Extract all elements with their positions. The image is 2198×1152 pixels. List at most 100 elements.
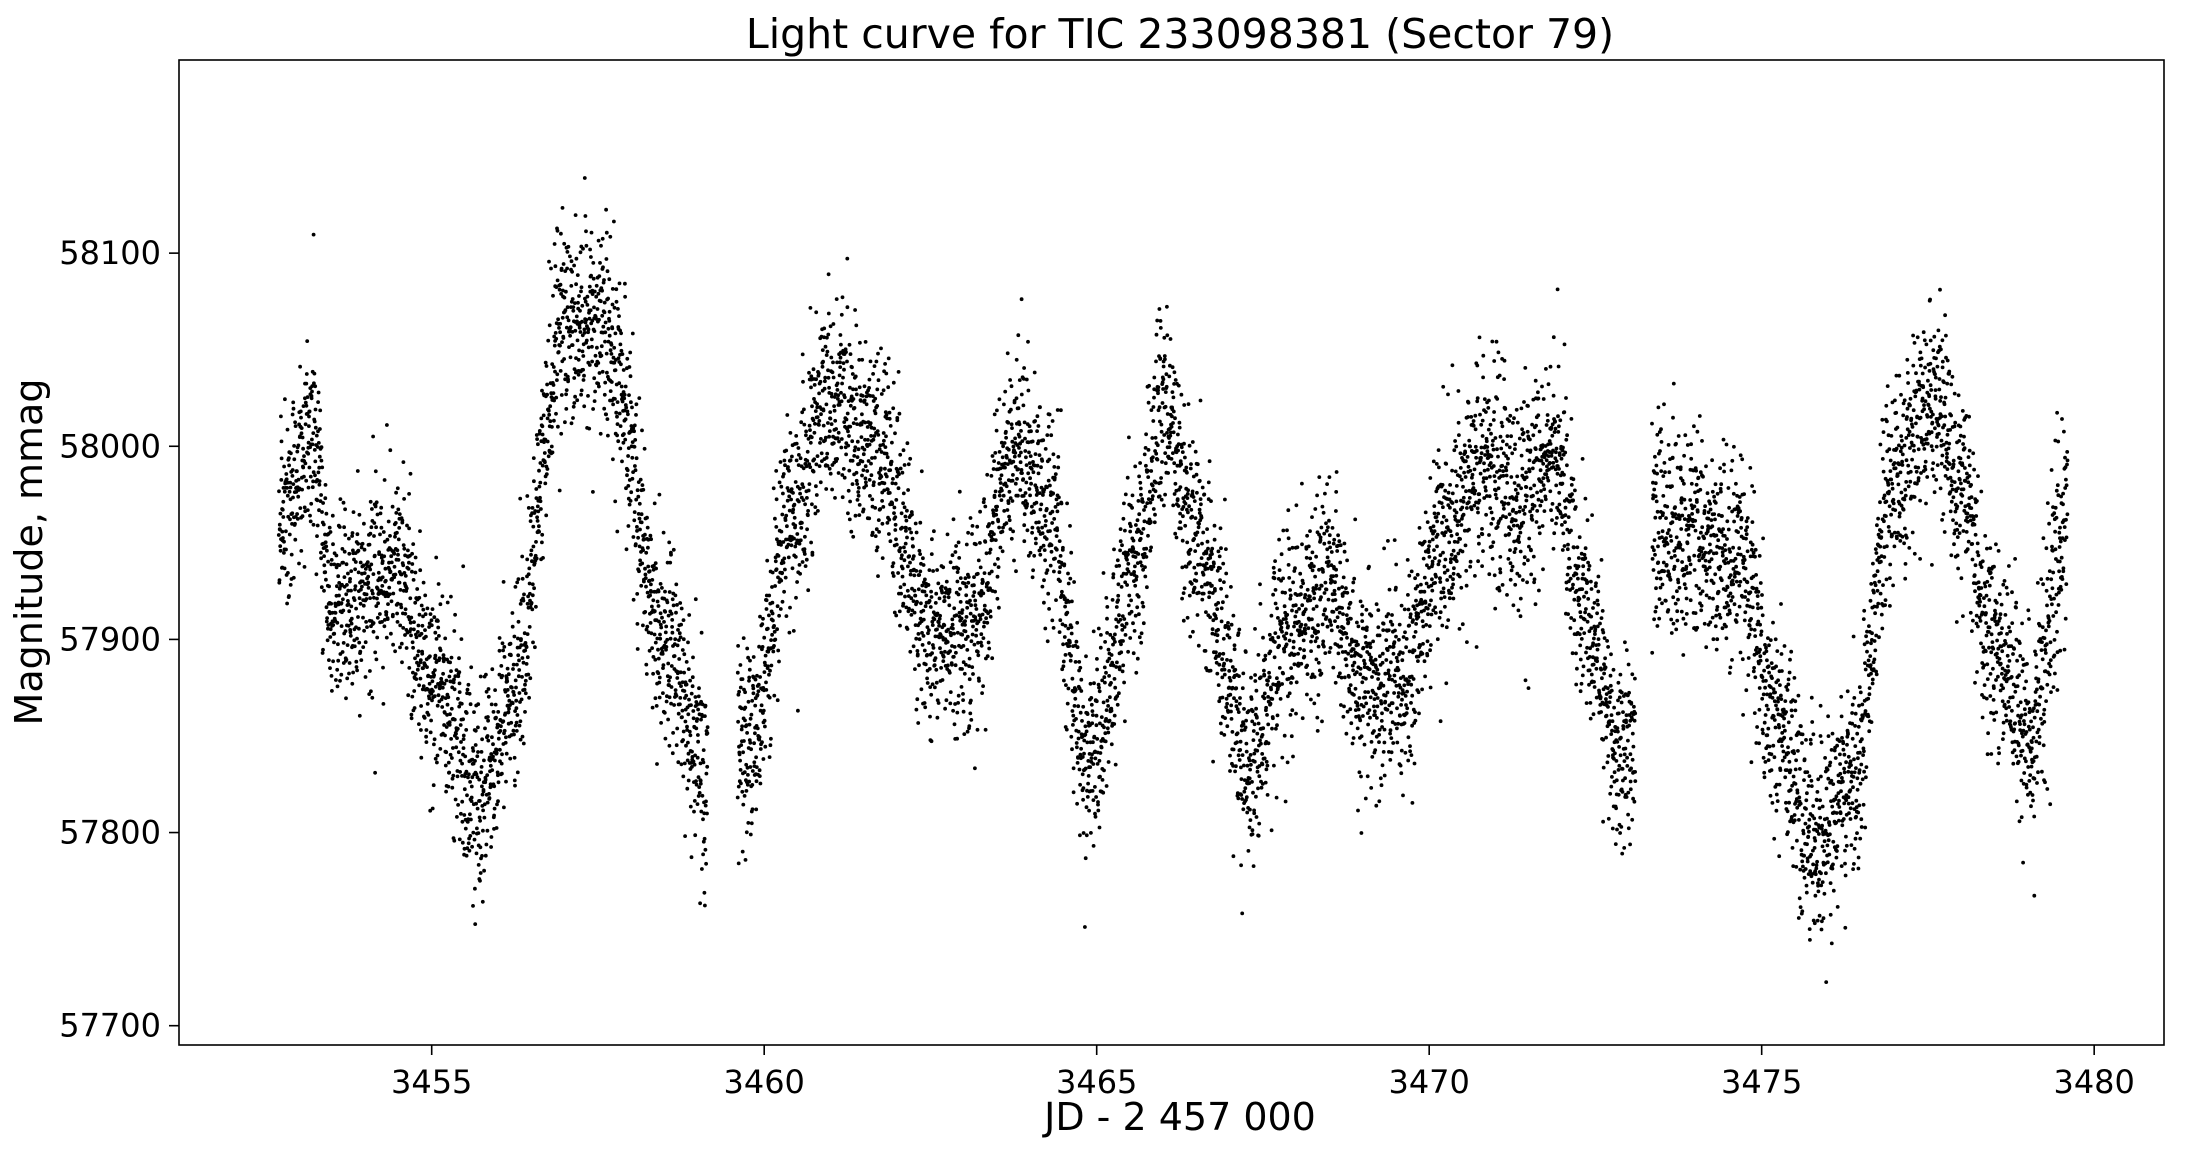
data-point [995, 408, 999, 413]
data-point [1179, 462, 1184, 467]
data-point [495, 770, 500, 775]
data-point [637, 516, 642, 521]
data-point [782, 556, 787, 561]
data-point [603, 339, 607, 344]
data-point [603, 330, 608, 335]
data-point [349, 621, 354, 626]
data-point [531, 640, 535, 645]
data-point [513, 783, 517, 788]
data-point [1148, 489, 1152, 494]
data-point [933, 685, 937, 690]
data-point [1248, 767, 1252, 772]
data-point [554, 395, 559, 400]
data-point [1189, 581, 1194, 586]
data-point [827, 466, 832, 471]
data-point [1065, 701, 1070, 706]
data-point [1006, 420, 1011, 425]
data-point [1061, 642, 1065, 647]
data-point [1006, 447, 1011, 452]
data-point [1137, 635, 1142, 640]
data-point [446, 695, 451, 700]
data-point [1178, 520, 1183, 524]
data-point [1014, 569, 1018, 574]
data-point [482, 758, 486, 763]
data-point [1026, 471, 1031, 476]
data-point [589, 255, 593, 259]
data-point [547, 259, 551, 264]
data-point [404, 586, 409, 591]
data-point [763, 744, 768, 749]
data-point [956, 693, 961, 698]
data-point [281, 515, 286, 519]
data-point [968, 711, 973, 716]
data-point [540, 540, 544, 545]
data-point [1139, 492, 1143, 497]
data-point [1297, 619, 1301, 624]
data-point [950, 662, 954, 667]
data-point [323, 540, 328, 545]
data-point [393, 534, 397, 539]
data-point [1290, 676, 1295, 680]
data-point [777, 659, 781, 664]
data-point [456, 750, 461, 755]
data-point [984, 551, 989, 556]
data-point [316, 470, 321, 475]
data-point [1011, 444, 1016, 449]
data-point [411, 670, 415, 675]
data-point [458, 758, 463, 763]
data-point [1214, 616, 1218, 621]
data-point [416, 649, 421, 654]
data-point [1005, 508, 1010, 512]
data-point [819, 412, 823, 417]
data-point [1038, 405, 1042, 410]
data-point [690, 675, 695, 680]
data-point [819, 437, 823, 441]
data-point [927, 628, 931, 632]
data-point [973, 598, 978, 603]
data-point [1173, 481, 1178, 486]
data-point [575, 398, 580, 403]
data-point [925, 653, 930, 657]
data-point [1096, 626, 1101, 631]
data-point [284, 477, 289, 482]
data-point [1113, 640, 1117, 644]
data-point [656, 647, 660, 652]
data-point [650, 578, 655, 582]
data-point [894, 542, 899, 547]
data-point [605, 269, 610, 274]
data-point [574, 282, 578, 287]
data-point [1017, 434, 1022, 439]
data-point [809, 374, 814, 379]
data-point [1053, 472, 1058, 476]
data-point [416, 623, 421, 628]
data-point [506, 710, 511, 715]
data-point [403, 574, 408, 578]
data-point [618, 446, 623, 451]
data-point [454, 731, 458, 736]
data-point [282, 464, 286, 469]
data-point [1193, 449, 1198, 454]
data-point [619, 384, 624, 389]
data-point [887, 517, 892, 522]
data-point [461, 737, 466, 741]
data-point [607, 333, 612, 338]
data-point [469, 817, 473, 822]
data-point [767, 695, 772, 700]
data-point [696, 694, 701, 699]
data-point [793, 523, 798, 528]
data-point [693, 753, 697, 758]
data-point [681, 618, 686, 622]
data-point [1216, 601, 1221, 605]
data-point [835, 457, 839, 461]
data-point [285, 493, 290, 498]
data-point [535, 437, 539, 441]
data-point [602, 300, 607, 305]
data-point [581, 367, 585, 372]
data-point [1097, 685, 1101, 690]
data-point [1135, 605, 1140, 610]
data-point [1283, 590, 1287, 595]
data-point [760, 645, 765, 649]
data-point [392, 564, 397, 569]
data-point [1025, 528, 1030, 533]
data-point [1121, 516, 1126, 521]
